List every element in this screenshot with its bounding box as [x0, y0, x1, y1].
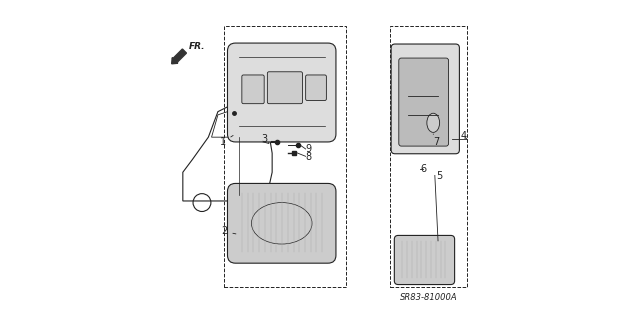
FancyBboxPatch shape [227, 43, 336, 142]
FancyBboxPatch shape [306, 75, 326, 100]
Text: 8: 8 [306, 152, 312, 161]
Text: 1: 1 [220, 136, 233, 147]
Text: 7: 7 [433, 134, 440, 147]
FancyBboxPatch shape [268, 72, 303, 104]
Text: FR.: FR. [189, 42, 205, 51]
Text: 6: 6 [420, 164, 427, 174]
FancyBboxPatch shape [391, 44, 460, 154]
Text: SR83-81000A: SR83-81000A [399, 293, 457, 302]
FancyBboxPatch shape [227, 183, 336, 263]
FancyBboxPatch shape [242, 75, 264, 104]
Text: 9: 9 [306, 144, 312, 153]
FancyBboxPatch shape [394, 235, 454, 285]
Text: 3: 3 [261, 134, 274, 144]
Text: 5: 5 [436, 171, 443, 181]
Ellipse shape [427, 113, 440, 132]
Text: 2: 2 [221, 226, 236, 236]
Text: 4: 4 [460, 131, 467, 141]
FancyArrow shape [172, 49, 186, 64]
FancyBboxPatch shape [399, 58, 449, 146]
